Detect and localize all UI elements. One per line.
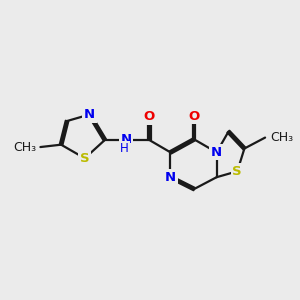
Text: S: S bbox=[80, 152, 90, 165]
Text: N: N bbox=[84, 108, 95, 121]
Text: H: H bbox=[120, 142, 129, 155]
Text: N: N bbox=[121, 134, 132, 146]
Text: CH₃: CH₃ bbox=[13, 140, 36, 154]
Text: CH₃: CH₃ bbox=[270, 131, 293, 144]
Text: N: N bbox=[211, 146, 222, 159]
Text: N: N bbox=[165, 171, 176, 184]
Text: O: O bbox=[188, 110, 200, 123]
Text: O: O bbox=[144, 110, 155, 123]
Text: S: S bbox=[232, 165, 242, 178]
